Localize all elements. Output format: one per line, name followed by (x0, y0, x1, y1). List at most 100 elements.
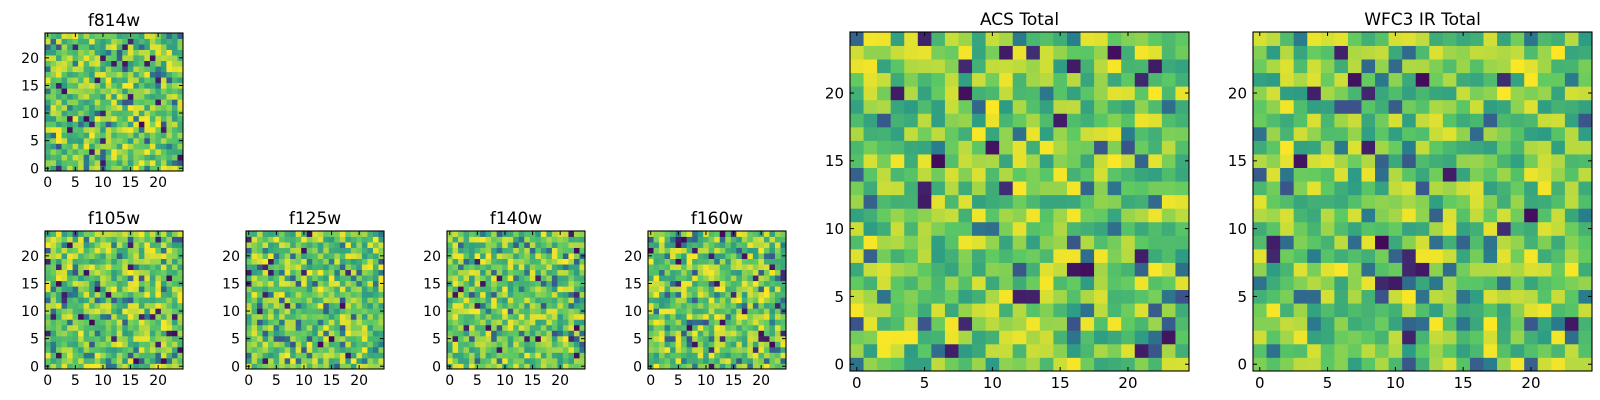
heatmap-cell (513, 346, 520, 353)
heatmap-cell (719, 313, 726, 320)
y-tick-label: 0 (633, 359, 642, 375)
heatmap-cell (1510, 235, 1525, 250)
heatmap-cell (985, 343, 1000, 358)
heatmap-cell (513, 258, 520, 265)
heatmap-cell (659, 264, 665, 271)
heatmap-cell (535, 253, 542, 259)
heatmap-cell (741, 231, 748, 237)
heatmap-cell (507, 352, 514, 359)
heatmap-cell (747, 269, 754, 276)
heatmap-cell (1578, 154, 1593, 168)
heatmap-cell (697, 247, 704, 254)
heatmap-cell (958, 32, 973, 46)
heatmap-cell (111, 291, 118, 298)
heatmap-cell (323, 264, 330, 271)
heatmap-cell (863, 330, 878, 345)
heatmap-cell (944, 248, 959, 263)
heatmap-cell (931, 289, 946, 304)
heatmap-cell (1039, 330, 1054, 345)
heatmap-cell (339, 346, 346, 353)
heatmap-cell (372, 291, 379, 298)
heatmap-cell (1469, 181, 1484, 196)
heatmap-cell (334, 231, 341, 237)
heatmap-cell (1442, 221, 1457, 236)
heatmap-cell (725, 247, 732, 254)
heatmap-cell (67, 269, 73, 276)
heatmap-cell (675, 297, 682, 304)
heatmap-cell (568, 258, 575, 265)
heatmap-cell (985, 45, 1000, 60)
heatmap-cell (850, 357, 864, 372)
heatmap-cell (378, 269, 385, 276)
heatmap-cell (1307, 86, 1322, 101)
heatmap-cell (160, 66, 167, 73)
heatmap-cell (758, 352, 765, 359)
heatmap-cell (50, 148, 57, 155)
heatmap-cell (160, 82, 167, 89)
heatmap-cell (177, 132, 184, 139)
heatmap-cell (1107, 113, 1122, 128)
heatmap-cell (1320, 167, 1335, 182)
heatmap-cell (72, 275, 79, 282)
heatmap-cell (670, 286, 676, 293)
heatmap-cell (251, 346, 258, 353)
heatmap-cell (361, 341, 368, 348)
heatmap-cell (1161, 59, 1176, 74)
heatmap-cell (747, 280, 754, 287)
heatmap-cell (177, 159, 184, 166)
heatmap-cell (372, 269, 379, 276)
heatmap-cell (890, 86, 905, 101)
heatmap-cell (1442, 181, 1457, 196)
heatmap-cell (306, 324, 313, 331)
heatmap-cell (356, 286, 363, 293)
heatmap-cell (741, 286, 748, 293)
heatmap-cell (56, 137, 62, 144)
heatmap-cell (917, 113, 932, 128)
heatmap-cell (50, 93, 57, 100)
heatmap-cell (1175, 343, 1190, 358)
heatmap-cell (72, 264, 79, 271)
heatmap-cell (999, 330, 1014, 345)
heatmap-cell (295, 330, 302, 337)
x-tick-label: 20 (1118, 374, 1137, 392)
heatmap-cell (257, 346, 263, 353)
heatmap-cell (725, 236, 732, 243)
heatmap-cell (944, 59, 959, 74)
heatmap-cell (1578, 32, 1593, 46)
heatmap-cell (769, 324, 776, 331)
heatmap-cell (944, 86, 959, 101)
heatmap-cell (958, 99, 973, 114)
heatmap-cell (736, 258, 743, 265)
heatmap-cell (345, 341, 352, 348)
heatmap-cell (1148, 248, 1163, 263)
heatmap-cell (334, 313, 341, 320)
heatmap-cell (268, 357, 274, 364)
heatmap-cell (758, 247, 765, 254)
heatmap-cell (284, 231, 291, 237)
heatmap-cell (1375, 154, 1389, 168)
heatmap-cell (917, 86, 932, 101)
heatmap-cell (160, 121, 167, 128)
heatmap-cell (557, 264, 564, 271)
heatmap-cell (452, 247, 459, 254)
heatmap-cell (1134, 45, 1149, 60)
heatmap-cell (524, 264, 531, 271)
heatmap-cell (1388, 154, 1403, 168)
heatmap-cell (323, 346, 330, 353)
heatmap-cell (328, 357, 335, 364)
heatmap-cell (958, 235, 973, 250)
heatmap-cell (100, 93, 107, 100)
heatmap-cell (72, 341, 79, 348)
heatmap-cell (741, 242, 748, 248)
heatmap-cell (328, 286, 335, 293)
heatmap-cell (708, 357, 715, 364)
heatmap-cell (334, 357, 341, 364)
heatmap-cell (850, 289, 864, 304)
heatmap-cell (72, 280, 79, 287)
heatmap-cell (890, 126, 905, 141)
heatmap-cell (144, 236, 151, 243)
heatmap-cell (999, 357, 1014, 372)
heatmap-cell (149, 49, 156, 56)
heatmap-cell (780, 302, 787, 309)
heatmap-cell (1334, 72, 1349, 87)
